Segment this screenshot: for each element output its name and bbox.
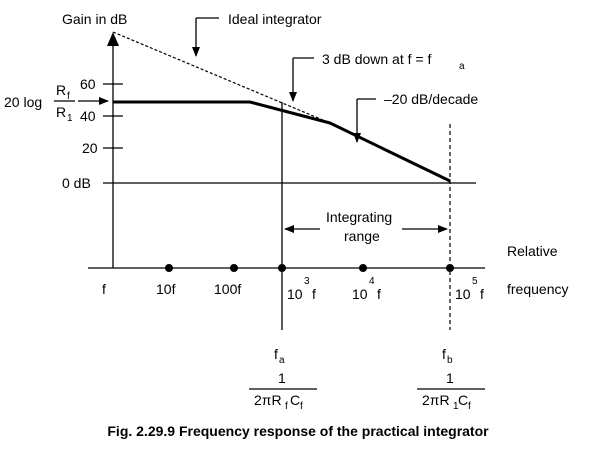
fb-label: f — [442, 346, 446, 362]
x-dot-10f — [165, 264, 173, 272]
x-tick-100f: 100f — [214, 281, 241, 297]
fb-denominator-mid: C — [458, 392, 468, 408]
fb-label-sub: b — [447, 355, 453, 366]
integrating-range-line1: Integrating — [326, 209, 392, 225]
fa-denominator-mid: C — [290, 392, 300, 408]
x-tick-f: f — [102, 281, 106, 297]
fb-denominator: 2πR — [422, 392, 450, 408]
x-tick-1e3-base: 10 — [287, 286, 303, 302]
gain-denominator-sub: 1 — [67, 113, 73, 124]
fa-label: f — [274, 346, 278, 362]
y-axis-title: Gain in dB — [62, 11, 127, 27]
x-dot-1e4f — [359, 264, 367, 272]
x-dot-1e3f — [278, 264, 286, 272]
fb-denominator-sub1: 1 — [453, 401, 459, 412]
x-dot-100f — [230, 264, 238, 272]
y-tick-label-0db: 0 dB — [62, 175, 91, 191]
gain-prefix: 20 log — [4, 94, 42, 110]
x-tick-1e5-exp: 5 — [472, 276, 478, 287]
figure-caption: Fig. 2.29.9 Frequency response of the pr… — [107, 423, 489, 439]
ideal-integrator-label: Ideal integrator — [228, 11, 322, 27]
gain-denominator: R — [56, 104, 66, 120]
three-db-down-label: 3 dB down at f = f — [322, 51, 431, 67]
x-tick-1e4-f: f — [377, 286, 381, 302]
fa-denominator-sub1: f — [285, 401, 288, 412]
ideal-integrator-line — [112, 31, 331, 124]
practical-response-curve — [113, 100, 451, 183]
x-tick-1e3-exp: 3 — [304, 276, 310, 287]
gain-numerator: R — [56, 82, 66, 98]
slope-label: –20 dB/decade — [384, 91, 478, 107]
x-tick-1e3-f: f — [312, 286, 316, 302]
fa-denominator: 2πR — [254, 392, 282, 408]
x-tick-10f: 10f — [156, 281, 176, 297]
y-tick-label-20: 20 — [82, 140, 98, 156]
x-dot-1e5f — [446, 264, 454, 272]
integrating-range-line2: range — [344, 228, 380, 244]
y-tick-label-60: 60 — [80, 76, 96, 92]
three-db-down-sub: a — [459, 61, 465, 72]
fb-denominator-sub2: f — [468, 401, 471, 412]
x-tick-1e4-exp: 4 — [369, 276, 375, 287]
x-axis-title-frequency: frequency — [507, 281, 568, 297]
y-tick-label-40: 40 — [80, 108, 96, 124]
x-tick-1e5-f: f — [480, 286, 484, 302]
y-axis-arrowhead — [107, 32, 119, 46]
x-tick-1e4-base: 10 — [352, 286, 368, 302]
fa-numerator: 1 — [278, 370, 286, 386]
gain-numerator-sub: f — [67, 91, 70, 102]
x-axis-title-relative: Relative — [507, 243, 558, 259]
fa-denominator-sub2: f — [300, 401, 303, 412]
fa-label-sub: a — [279, 355, 285, 366]
fb-numerator: 1 — [446, 370, 454, 386]
x-tick-1e5-base: 10 — [455, 286, 471, 302]
